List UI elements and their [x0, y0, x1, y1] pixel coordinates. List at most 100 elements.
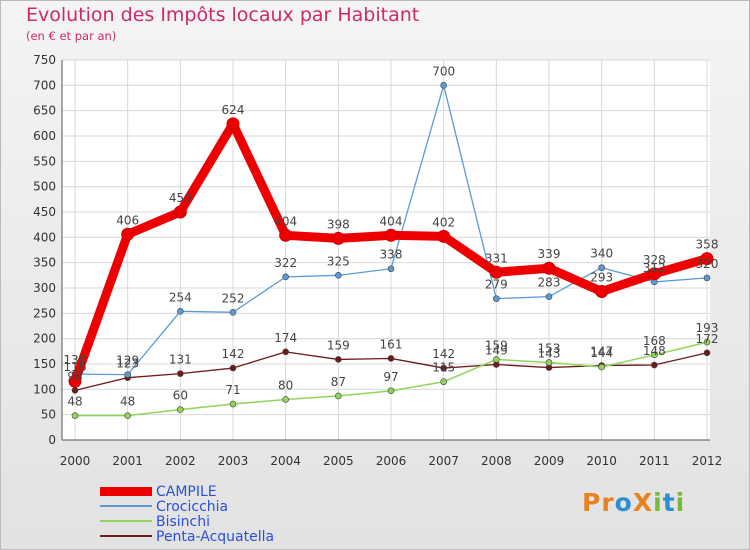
data-label: 159 [485, 338, 508, 352]
y-tick-label: 400 [33, 230, 56, 244]
x-tick-label: 2005 [323, 454, 354, 468]
data-label: 130 [64, 353, 87, 367]
data-point [542, 261, 556, 275]
data-point [545, 359, 553, 366]
data-label: 149 [485, 344, 508, 358]
data-label: 254 [169, 290, 192, 304]
data-point [282, 396, 289, 403]
x-tick-label: 2006 [376, 454, 407, 468]
data-point [229, 309, 237, 316]
data-label: 131 [169, 353, 192, 367]
data-point [440, 82, 447, 89]
data-label: 98 [67, 369, 82, 383]
y-tick-label: 150 [33, 357, 56, 371]
data-point [651, 351, 658, 359]
data-label: 148 [643, 344, 666, 358]
data-point [71, 387, 79, 394]
data-point [177, 370, 184, 377]
data-label: 404 [274, 214, 297, 228]
data-label: 293 [590, 271, 613, 285]
data-point [545, 293, 553, 300]
data-label: 322 [274, 256, 297, 270]
data-label: 339 [538, 247, 561, 261]
logo-letter: i [653, 488, 663, 517]
legend-swatch-crocicchia [100, 505, 152, 507]
x-tick-label: 2011 [639, 454, 670, 468]
data-label: 161 [380, 337, 403, 351]
data-point [703, 338, 711, 346]
data-label: 123 [116, 357, 139, 371]
data-label: 87 [331, 375, 346, 389]
data-point [282, 273, 289, 281]
logo-letter: P [582, 488, 602, 517]
data-point [335, 272, 342, 279]
data-label: 398 [327, 217, 350, 231]
y-tick-label: 700 [33, 78, 56, 92]
legend-label-campile: CAMPILE [156, 484, 217, 500]
y-tick-label: 100 [33, 382, 56, 396]
data-label: 338 [380, 248, 403, 262]
data-point [124, 371, 131, 378]
data-point [703, 349, 711, 357]
logo-letter: r [601, 488, 615, 517]
data-point [598, 363, 605, 371]
data-point [647, 267, 661, 281]
logo-letter: t [662, 488, 676, 517]
legend-swatch-campile [100, 487, 152, 496]
legend-label-crocicchia: Crocicchia [156, 499, 229, 515]
data-label: 325 [327, 254, 350, 268]
data-point [489, 265, 503, 279]
data-point [282, 348, 289, 356]
data-point [651, 361, 658, 369]
data-label: 172 [696, 332, 719, 346]
data-label: 402 [432, 215, 455, 229]
y-tick-label: 750 [33, 53, 56, 67]
data-point [703, 274, 711, 282]
data-point [68, 374, 82, 388]
y-tick-label: 250 [33, 306, 56, 320]
data-label: 174 [274, 331, 297, 345]
chart-title: Evolution des Impôts locaux par Habitant [26, 4, 420, 26]
data-label: 143 [538, 347, 561, 361]
y-tick-label: 600 [33, 129, 56, 143]
data-label: 142 [432, 347, 455, 361]
data-point [437, 229, 451, 243]
x-tick-label: 2003 [218, 454, 249, 468]
y-tick-label: 50 [41, 408, 56, 422]
y-tick-label: 650 [33, 104, 56, 118]
y-tick-label: 300 [33, 281, 56, 295]
data-point [387, 355, 395, 362]
data-point [173, 205, 187, 219]
data-label: 406 [116, 213, 139, 227]
x-tick-label: 2010 [586, 454, 617, 468]
data-point [124, 412, 131, 419]
data-label: 147 [590, 345, 613, 359]
data-label: 312 [643, 261, 666, 275]
y-tick-label: 450 [33, 205, 56, 219]
data-point [493, 356, 500, 363]
y-tick-label: 0 [48, 433, 56, 447]
x-tick-label: 2007 [428, 454, 459, 468]
data-point [335, 392, 342, 400]
data-label: 48 [67, 395, 82, 409]
y-tick-label: 200 [33, 332, 56, 346]
x-tick-label: 2009 [534, 454, 565, 468]
data-label: 340 [590, 247, 613, 261]
legend-label-bisinchi: Bisinchi [156, 514, 211, 530]
legend-label-penta-acquatella: Penta-Acquatella [156, 529, 275, 545]
data-label: 129 [116, 354, 139, 368]
data-label: 328 [643, 253, 666, 267]
data-label: 193 [696, 321, 719, 335]
x-tick-label: 2012 [692, 454, 723, 468]
data-label: 116 [64, 360, 87, 374]
data-label: 700 [432, 64, 455, 78]
data-point [331, 231, 345, 245]
data-point [387, 265, 395, 273]
data-point [177, 308, 184, 315]
data-label: 153 [538, 341, 561, 355]
data-point [177, 406, 184, 413]
data-label: 144 [590, 346, 613, 360]
data-label: 60 [173, 389, 188, 403]
data-point [595, 285, 609, 299]
